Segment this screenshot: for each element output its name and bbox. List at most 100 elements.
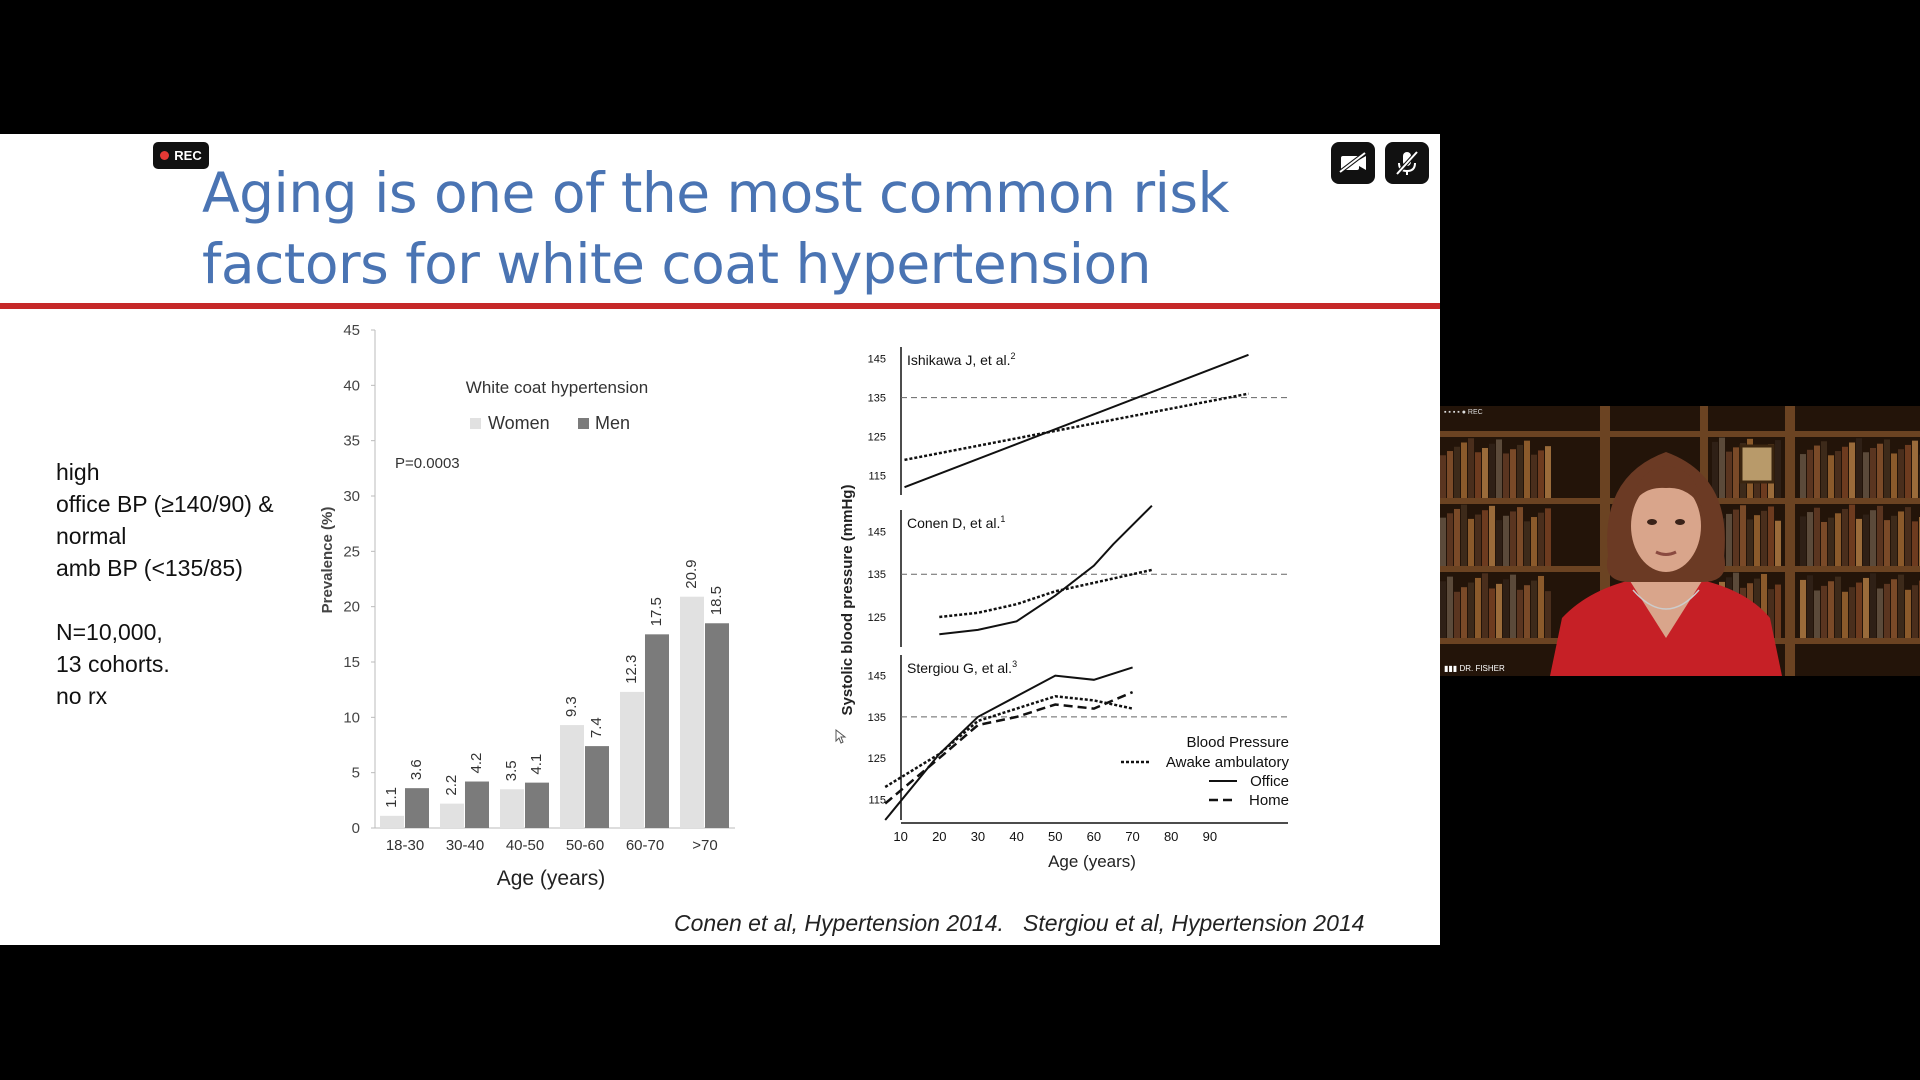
bookshelf-book [1454, 591, 1460, 638]
bookshelf-book [1891, 453, 1897, 498]
legend-label-home: Home [1249, 792, 1289, 809]
legend-swatch-women [470, 418, 481, 429]
bookshelf-book [1531, 454, 1537, 498]
bookshelf-book [1800, 516, 1806, 566]
panel-y-tick-label: 135 [868, 393, 886, 405]
bookshelf-book [1475, 577, 1481, 638]
bar-value-label: 7.4 [588, 717, 605, 738]
bookshelf-book [1510, 449, 1516, 498]
bar-y-tick-label: 5 [352, 765, 360, 782]
title-divider [0, 303, 1440, 309]
bookshelf-book [1870, 510, 1876, 566]
recording-indicator: REC [153, 142, 209, 169]
bar-category-label: 18-30 [386, 837, 424, 854]
participant-name: DR. FISHER [1459, 664, 1505, 673]
legend-title: Blood Pressure [1186, 734, 1289, 751]
bar-value-label: 4.1 [528, 754, 545, 775]
bookshelf-book [1517, 507, 1523, 566]
bar-women [500, 789, 524, 828]
bar-men [405, 788, 429, 828]
bullet-line: no rx [56, 683, 108, 709]
bookshelf-book [1905, 589, 1911, 638]
bookshelf-book [1912, 521, 1918, 566]
bookshelf-book [1538, 450, 1544, 498]
series-line-dotted [904, 392, 1249, 462]
bookshelf-book [1503, 515, 1509, 566]
bookshelf-book [1842, 446, 1848, 498]
bar-value-label: 2.2 [443, 775, 460, 796]
slide-citation: Conen et al, Hypertension 2014. Stergiou… [674, 910, 1365, 936]
bookshelf-book [1461, 504, 1467, 566]
bookshelf-book [1761, 573, 1767, 638]
bar-women [440, 803, 464, 828]
bookshelf-book [1775, 584, 1781, 638]
bar-y-axis-label: Prevalence (%) [319, 507, 336, 614]
panel-label: Stergiou G, et al.3 [907, 659, 1017, 676]
bookshelf-book [1856, 518, 1862, 566]
panel-y-tick-label: 145 [868, 671, 886, 683]
bookshelf-book [1898, 511, 1904, 566]
p-value-annotation: P=0.0003 [395, 455, 460, 472]
bookshelf-book [1719, 437, 1725, 498]
bookshelf-book [1726, 451, 1732, 498]
tile-rec-label: REC [1467, 409, 1483, 416]
line-x-tick-label: 90 [1203, 829, 1217, 844]
bar-y-tick-label: 45 [343, 322, 360, 339]
bar-category-label: 30-40 [446, 837, 484, 854]
bookshelf-book [1828, 517, 1834, 566]
bookshelf-book [1461, 442, 1467, 498]
bullet-line [56, 584, 274, 616]
series-line-solid [939, 504, 1153, 636]
bar-category-label: 40-50 [506, 837, 544, 854]
bookshelf-book [1828, 581, 1834, 638]
bookshelf-book [1489, 443, 1495, 498]
bookshelf-book [1517, 589, 1523, 638]
bookshelf-book [1475, 452, 1481, 498]
bar-x-axis-label: Age (years) [497, 867, 606, 890]
bullet-line: high [56, 459, 100, 485]
bookshelf-book [1807, 575, 1813, 638]
bookshelf-book [1517, 444, 1523, 498]
bookshelf-book [1524, 440, 1530, 498]
bookshelf-book [1821, 585, 1827, 638]
participant-video-tile[interactable] [1440, 406, 1920, 676]
bar-men [465, 781, 489, 828]
bullet-line: office BP (≥140/90) & [56, 491, 274, 517]
bar-value-label: 3.5 [503, 760, 520, 781]
bookshelf-book [1733, 509, 1739, 566]
bar-value-label: 4.2 [468, 753, 485, 774]
panel-y-tick-label: 125 [868, 753, 886, 765]
bar-women [680, 596, 704, 828]
mic-off-icon [1395, 150, 1419, 176]
bookshelf-book [1863, 577, 1869, 638]
camera-off-button[interactable] [1331, 142, 1375, 184]
bookshelf-book [1821, 521, 1827, 566]
bookshelf-book [1856, 438, 1862, 498]
bookshelf-book [1440, 517, 1446, 566]
bookshelf-book [1489, 588, 1495, 638]
line-x-tick-label: 70 [1125, 829, 1139, 844]
bookshelf-book [1835, 451, 1841, 498]
mute-button[interactable] [1385, 142, 1429, 184]
bookshelf-book [1768, 506, 1774, 566]
bookshelf-book [1877, 443, 1883, 498]
bar-value-label: 1.1 [383, 787, 400, 808]
bookshelf-book [1531, 517, 1537, 566]
bar-y-tick-label: 10 [343, 709, 360, 726]
bookshelf-book [1531, 580, 1537, 638]
bar-y-tick-label: 15 [343, 654, 360, 671]
bar-value-label: 12.3 [623, 655, 640, 684]
bookshelf-book [1828, 455, 1834, 498]
bookshelf-book [1454, 508, 1460, 566]
bookshelf-book [1849, 442, 1855, 498]
panel-y-tick-label: 125 [868, 612, 886, 624]
series-line-solid [904, 353, 1249, 489]
line-x-tick-label: 80 [1164, 829, 1178, 844]
bookshelf-book [1468, 582, 1474, 638]
bookshelf-book [1898, 574, 1904, 638]
line-x-tick-label: 60 [1087, 829, 1101, 844]
bar-category-label: 50-60 [566, 837, 604, 854]
bookshelf-book [1754, 515, 1760, 566]
bar-y-tick-label: 40 [343, 377, 360, 394]
bookshelf-book [1870, 573, 1876, 638]
